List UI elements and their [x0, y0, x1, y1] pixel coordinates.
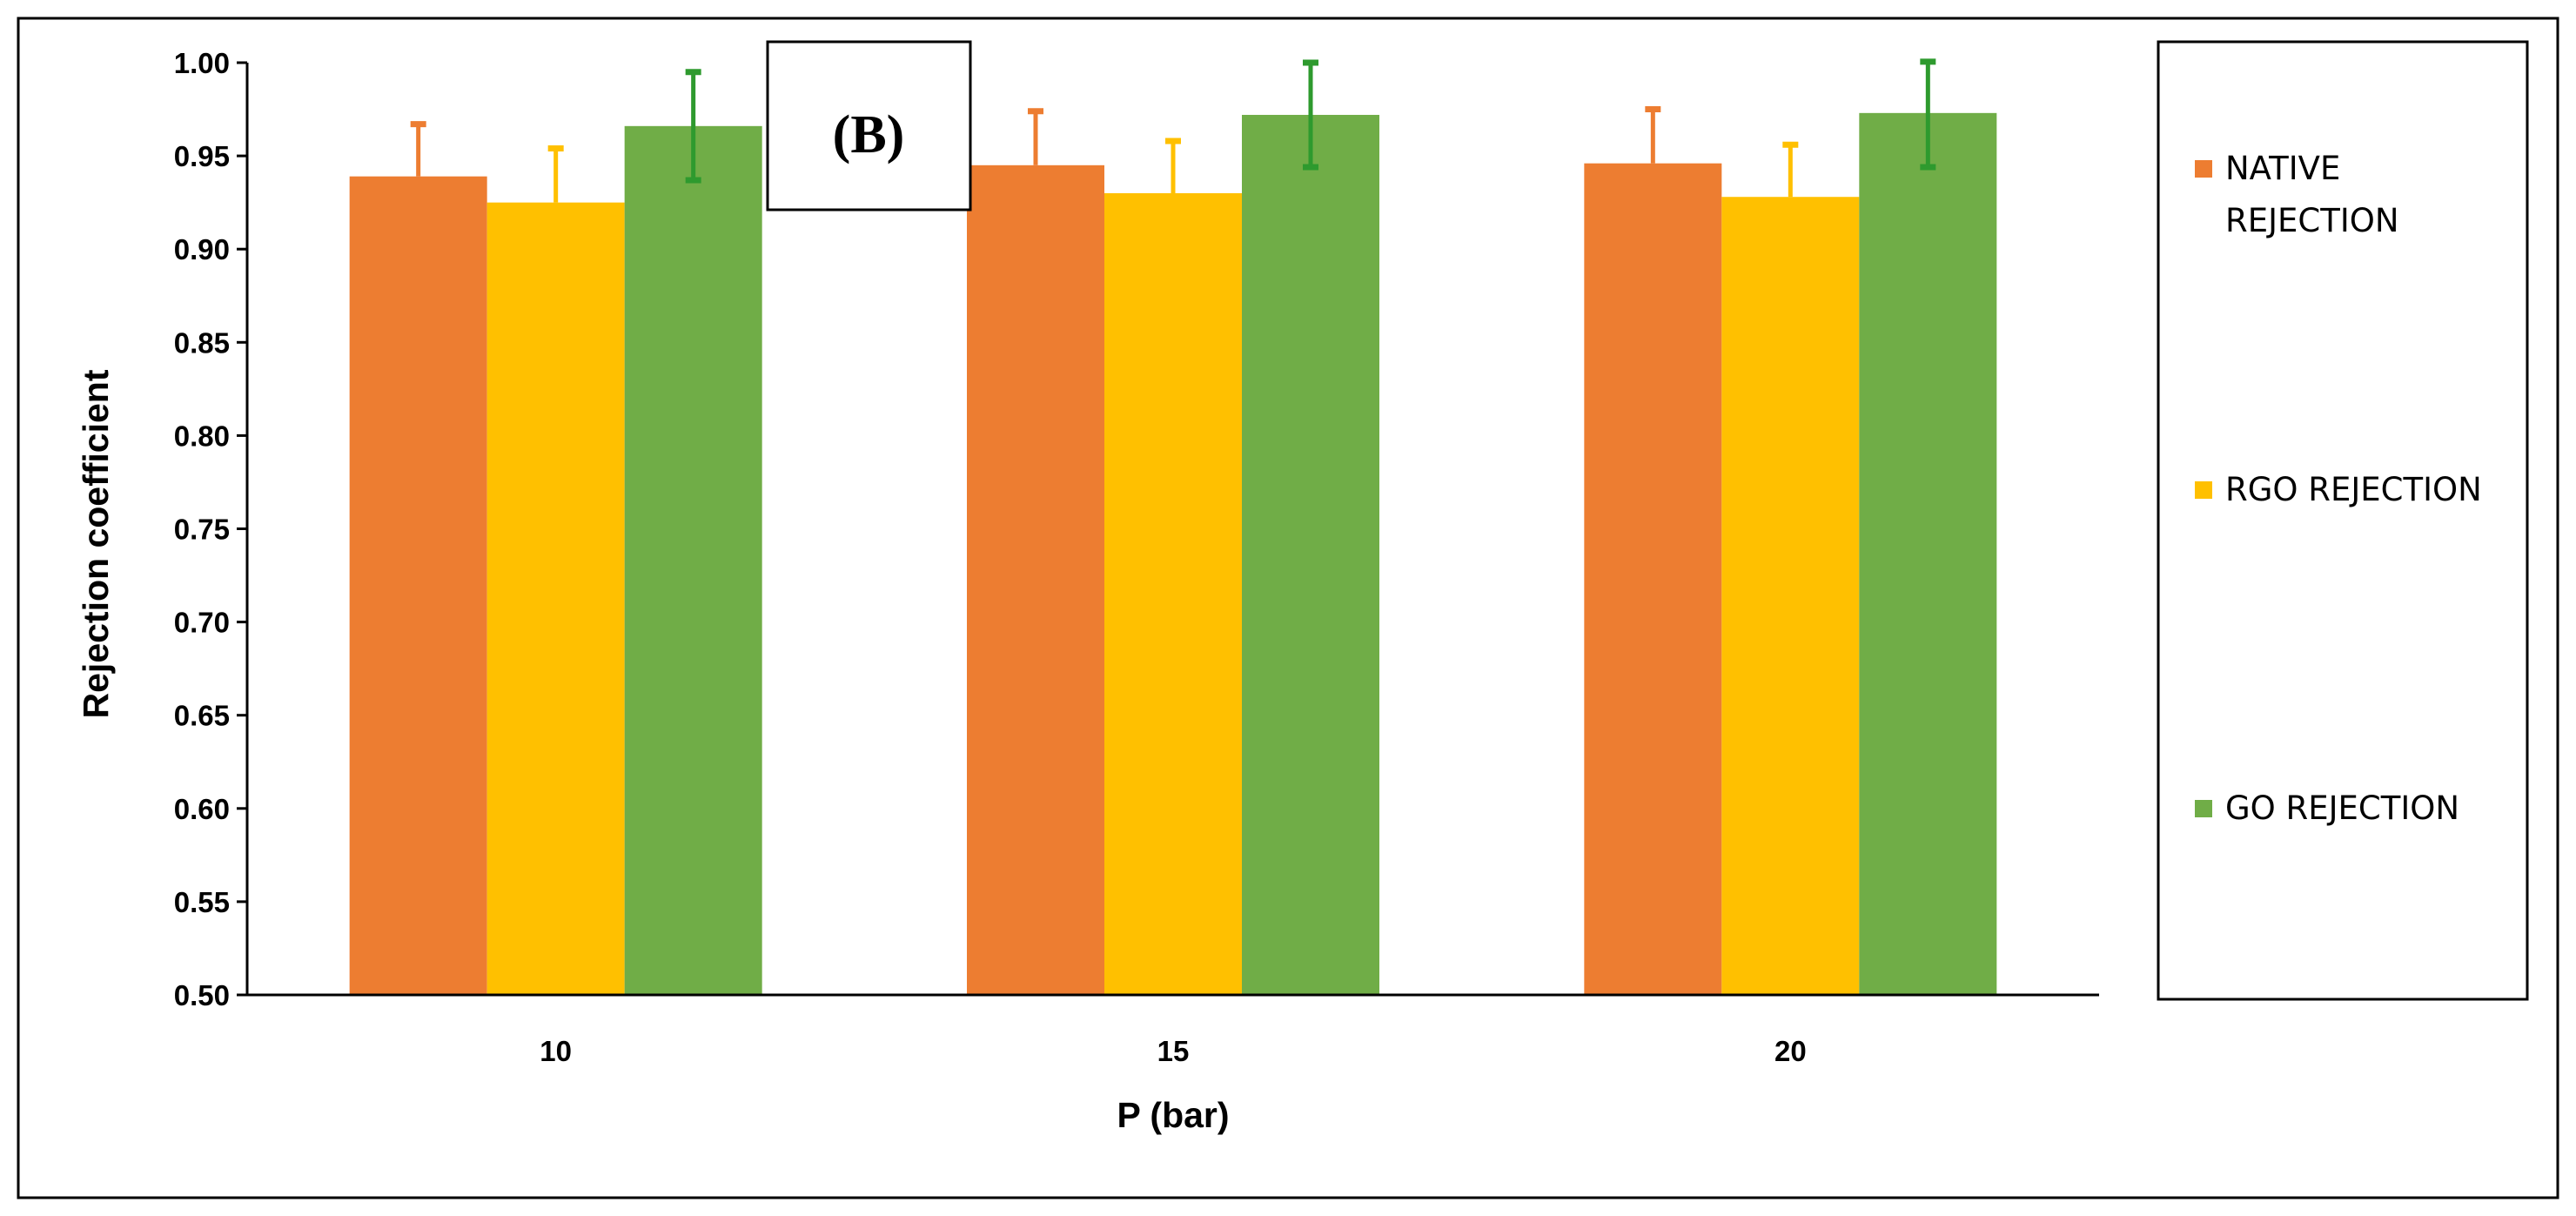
legend-label-2: GO REJECTION — [2225, 789, 2459, 827]
legend-box — [2157, 40, 2529, 1001]
y-tick-label: 1.00 — [174, 47, 230, 79]
bar-native-rejection-15 — [967, 165, 1104, 995]
legend-label-0: REJECTION — [2225, 202, 2399, 239]
bar-go-rejection-10 — [624, 125, 762, 995]
legend-swatch-1 — [2195, 481, 2212, 499]
bar-rgo-rejection-10 — [486, 202, 625, 995]
bar-native-rejection-10 — [349, 176, 487, 996]
bar-rgo-rejection-15 — [1104, 192, 1242, 995]
y-tick-label: 0.85 — [174, 326, 230, 359]
y-tick-label: 0.90 — [174, 233, 230, 265]
y-tick-label: 0.50 — [174, 979, 230, 1011]
bar-native-rejection-20 — [1584, 163, 1722, 996]
y-tick-label: 0.80 — [174, 420, 230, 452]
x-tick-label: 10 — [540, 1035, 572, 1067]
y-tick-label: 0.75 — [174, 514, 230, 546]
x-tick-label: 20 — [1774, 1035, 1807, 1067]
legend-swatch-0 — [2195, 160, 2212, 178]
plot-area — [349, 58, 1997, 996]
y-tick-label: 0.65 — [174, 700, 230, 732]
x-axis-title: P (bar) — [1117, 1095, 1229, 1135]
bar-rgo-rejection-20 — [1721, 197, 1860, 995]
panel-label: (B) — [833, 105, 905, 165]
y-axis-title: Rejection coefficient — [76, 369, 116, 718]
x-tick-label: 15 — [1157, 1035, 1190, 1067]
panel-label-box — [766, 40, 972, 212]
y-tick-label: 0.70 — [174, 607, 230, 639]
bar-go-rejection-15 — [1242, 114, 1379, 995]
legend: NATIVE REJECTION RGO REJECTION GO REJECTION — [2195, 150, 2482, 827]
legend-label-1: RGO REJECTION — [2225, 471, 2482, 508]
y-tick-label: 0.55 — [174, 886, 230, 918]
y-tick-label: 0.95 — [174, 140, 230, 172]
y-tick-label: 0.60 — [174, 793, 230, 825]
axes: 0.50 0.55 0.60 0.65 0.70 0.75 0.80 0.85 0.90 0.95… — [174, 47, 2099, 1067]
bar-go-rejection-20 — [1859, 112, 1997, 996]
legend-label-0: NATIVE — [2225, 150, 2340, 187]
legend-swatch-2 — [2195, 800, 2212, 817]
